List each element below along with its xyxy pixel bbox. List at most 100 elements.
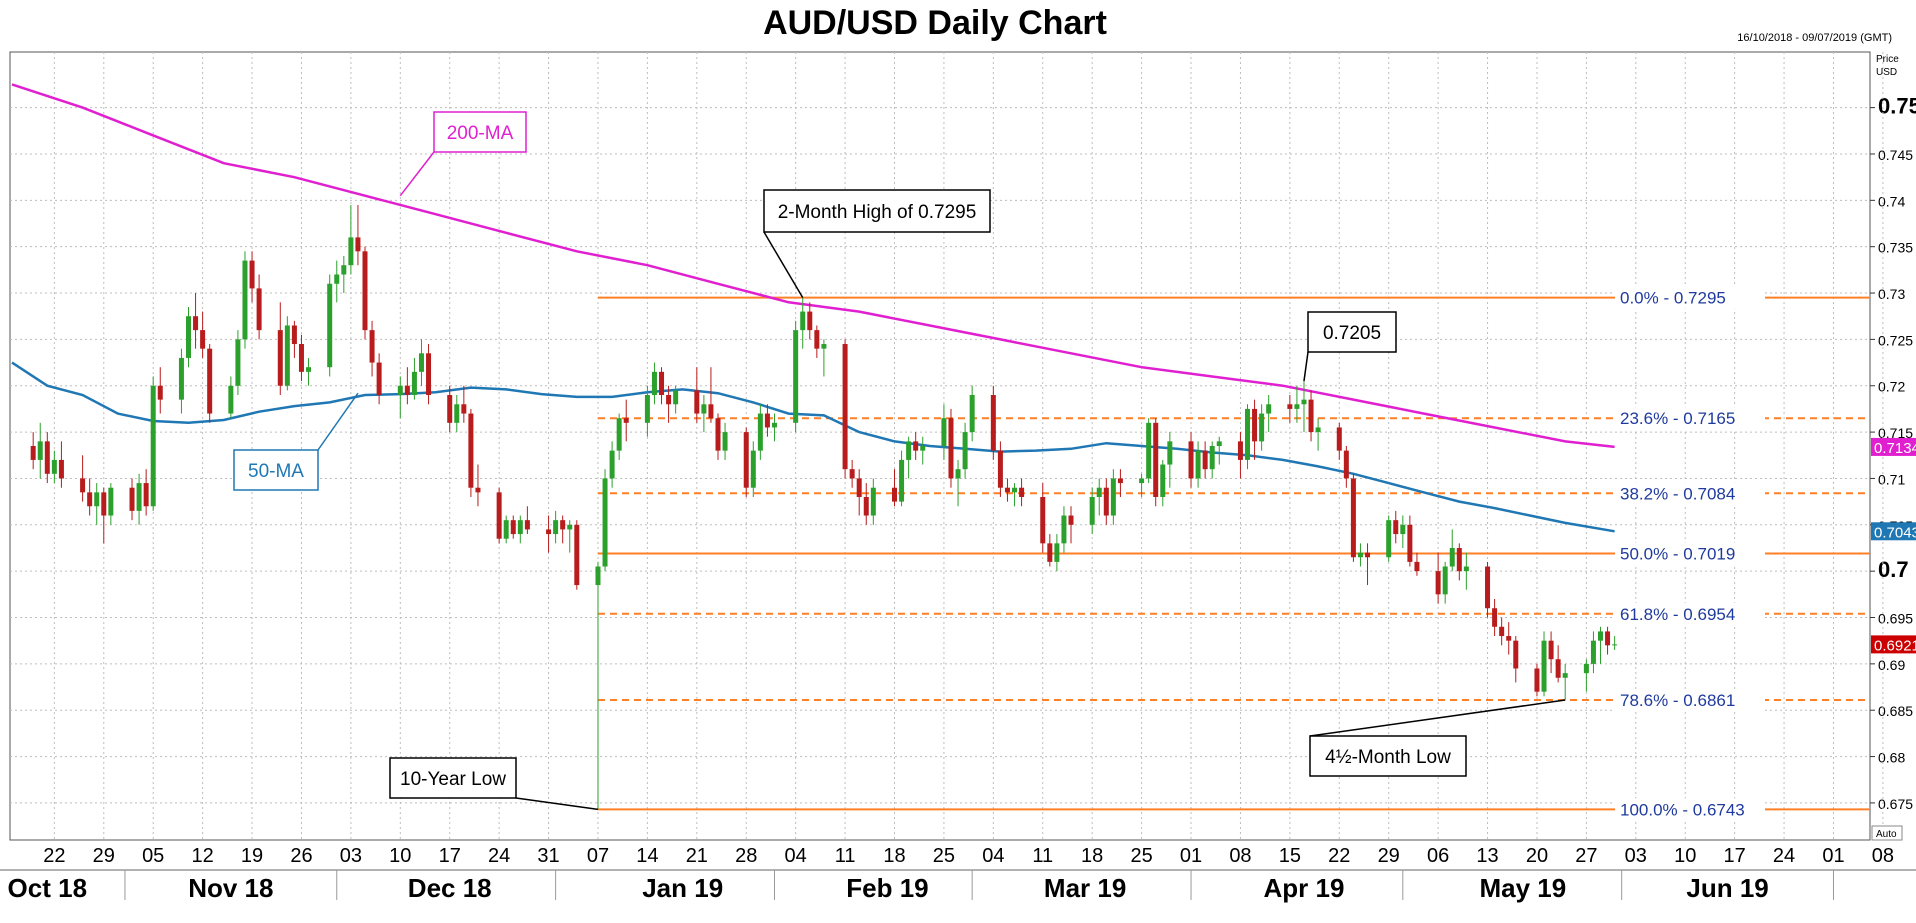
x-tick-label: 28 [735, 845, 757, 867]
callout-box [1307, 311, 1397, 353]
candle-down [1252, 408, 1258, 442]
x-tick-label: 01 [1822, 845, 1844, 867]
candle-down [496, 492, 502, 539]
candle-up [51, 459, 57, 474]
candle-up [150, 385, 156, 507]
y-tick-label: 0.71 [1878, 471, 1905, 487]
candle-down [249, 260, 255, 289]
candle-down [1068, 515, 1074, 525]
candle-up [94, 492, 100, 507]
candle-down [1040, 496, 1046, 544]
month-label: Oct 18 [8, 873, 88, 903]
candle-down [659, 371, 665, 396]
candle-down [1485, 566, 1491, 609]
candle-up [1089, 496, 1095, 525]
candle-up [644, 395, 650, 423]
candle-up [602, 478, 608, 567]
date-range-label: 16/10/2018 - 09/07/2019 (GMT) [1737, 32, 1892, 44]
candle-down [369, 330, 375, 363]
candle-down [1435, 571, 1441, 595]
x-tick-label: 10 [389, 845, 411, 867]
x-tick-label: 07 [587, 845, 609, 867]
callout-leader [515, 797, 599, 811]
y-tick-label: 0.675 [1878, 796, 1913, 812]
x-tick-label: 18 [883, 845, 905, 867]
x-tick-label: 18 [1081, 845, 1103, 867]
ma200-callout: 200-MA [399, 111, 527, 197]
candle-down [193, 316, 199, 331]
y-tick-label: 0.685 [1878, 703, 1913, 719]
candle-down [291, 325, 297, 345]
candle-up [757, 413, 763, 451]
candle-up [1110, 478, 1116, 516]
callout-leader [1303, 351, 1309, 382]
candle-down [30, 446, 36, 460]
candle-up [1612, 644, 1618, 646]
callout-box [233, 449, 319, 491]
x-tick-label: 13 [1476, 845, 1498, 867]
candle-down [863, 496, 869, 516]
y-tick-label: 0.72 [1878, 379, 1905, 395]
y-axis-caption-unit: USD [1876, 67, 1897, 78]
auto-scale-label: Auto [1876, 829, 1897, 840]
month-label: Feb 19 [846, 873, 928, 903]
x-tick-label: 11 [835, 845, 856, 867]
high-0-7205-callout: 0.7205 [1303, 311, 1397, 382]
candle-up [750, 450, 756, 488]
price-tag-label: 0.6921 [1874, 637, 1916, 654]
candle-up [616, 418, 622, 451]
fib-level-label: 78.6% - 0.6861 [1615, 689, 1765, 712]
candle-down [101, 492, 107, 516]
candle-down [44, 441, 50, 474]
four-half-month-low-callout: 4½-Month Low [1309, 699, 1566, 777]
candle-up [1449, 547, 1455, 567]
candle-down [1513, 640, 1519, 669]
candle-down [997, 450, 1003, 488]
price-tag-bg [1871, 522, 1916, 541]
candle-up [348, 237, 354, 266]
fib-level-text: 38.2% - 0.7084 [1620, 484, 1735, 503]
auto-scale-box[interactable] [1871, 825, 1903, 841]
callout-leader [317, 392, 359, 451]
candle-down [207, 348, 213, 414]
candle-down [1237, 441, 1243, 460]
candle-up [941, 418, 947, 446]
candle-up [1146, 422, 1152, 479]
candle-down [404, 385, 410, 396]
price-tag-label: 0.7134 [1874, 440, 1916, 457]
candle-up [609, 450, 615, 479]
candle-up [1294, 404, 1300, 409]
candle-down [560, 520, 566, 530]
candle-up [1012, 487, 1018, 493]
two-month-high-callout: 2-Month High of 0.7295 [763, 189, 991, 299]
candle-down [1407, 524, 1413, 562]
candle-up [341, 265, 347, 275]
ma50-callout: 50-MA [233, 392, 359, 491]
candle-up [327, 283, 333, 368]
candle-down [157, 385, 163, 400]
x-tick-label: 20 [1526, 845, 1548, 867]
candle-down [524, 520, 530, 530]
callout-box [433, 111, 527, 153]
candle-up [1315, 427, 1321, 433]
callout-text: 4½-Month Low [1325, 747, 1451, 768]
candle-up [306, 367, 312, 372]
candle-up [899, 459, 905, 502]
y-tick-label: 0.69 [1878, 657, 1905, 673]
candle-down [913, 441, 919, 451]
callout-box [389, 757, 517, 799]
candle-down [666, 395, 672, 405]
candle-down [849, 469, 855, 479]
candle-down [1456, 547, 1462, 572]
month-label: May 19 [1479, 873, 1566, 903]
month-label: Mar 19 [1044, 873, 1126, 903]
fib-label-bg [1615, 542, 1765, 565]
candle-up [1216, 441, 1222, 446]
candle-down [1499, 626, 1505, 637]
x-tick-label: 24 [1773, 845, 1795, 867]
x-tick-label: 22 [1328, 845, 1350, 867]
x-tick-label: 10 [1674, 845, 1696, 867]
chart-title: AUD/USD Daily Chart [763, 4, 1107, 42]
candle-up [1096, 487, 1102, 497]
